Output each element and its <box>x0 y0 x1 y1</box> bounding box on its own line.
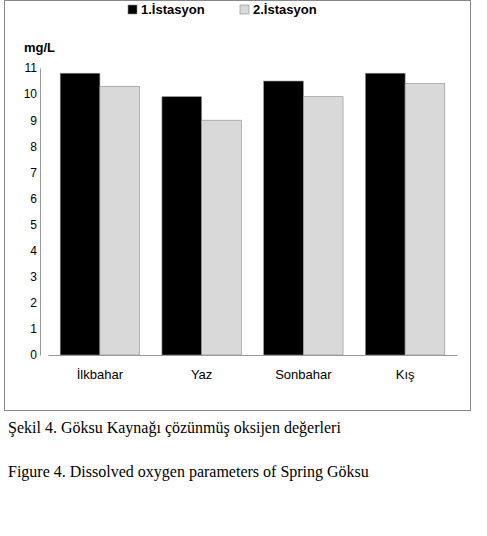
x-tick-label: Sonbahar <box>275 367 332 382</box>
y-tick: 1 <box>30 322 40 336</box>
y-tick-label: 7 <box>30 166 37 180</box>
y-tick: 10 <box>24 87 40 101</box>
bar <box>303 97 343 355</box>
y-tick-label: 4 <box>30 244 37 258</box>
legend: 1.İstasyon 2.İstasyon <box>128 2 317 17</box>
y-tick-label: 6 <box>30 192 37 206</box>
bar <box>405 84 445 355</box>
y-tick: 11 <box>25 61 40 75</box>
legend-label: 2.İstasyon <box>253 2 317 17</box>
y-axis-title: mg/L <box>24 40 55 55</box>
bar <box>365 73 405 355</box>
caption: Şekil 4. Göksu Kaynağı çözünmüş oksijen … <box>8 418 388 437</box>
y-tick: 6 <box>30 192 40 206</box>
bar <box>202 120 242 355</box>
legend-item: 2.İstasyon <box>240 2 317 17</box>
x-axis: İlkbahar Yaz Sonbahar Kış <box>49 355 458 382</box>
legend-item: 1.İstasyon <box>128 2 205 17</box>
x-tick: Yaz <box>191 355 212 382</box>
x-tick-label: İlkbahar <box>77 367 124 382</box>
bar <box>264 81 304 355</box>
bar <box>100 86 140 355</box>
x-tick-label: Kış <box>396 367 415 382</box>
y-tick-label: 3 <box>30 270 37 284</box>
legend-swatch <box>240 5 249 14</box>
y-tick: 5 <box>30 218 40 232</box>
y-tick: 0 <box>30 348 40 362</box>
x-axis-line <box>49 355 458 356</box>
y-tick: 4 <box>30 244 40 258</box>
y-tick-label: 5 <box>30 218 37 232</box>
y-tick-label: 8 <box>30 140 37 154</box>
legend-label: 1.İstasyon <box>141 2 205 17</box>
y-tick-label: 2 <box>30 296 37 310</box>
figure-frame <box>5 1 471 411</box>
y-tick-label: 0 <box>30 348 37 362</box>
y-tick: 3 <box>30 270 40 284</box>
y-tick: 2 <box>30 296 40 310</box>
x-tick-label: Yaz <box>191 367 212 382</box>
x-tick: Kış <box>396 355 415 382</box>
caption: Figure 4. Dissolved oxygen parameters of… <box>8 462 388 481</box>
y-tick: 9 <box>30 114 40 128</box>
bar <box>60 73 100 355</box>
y-tick-label: 1 <box>30 322 37 336</box>
legend-swatch <box>128 5 137 14</box>
y-axis-line <box>40 69 41 356</box>
y-tick: 8 <box>30 140 40 154</box>
y-tick-label: 11 <box>25 61 38 75</box>
y-tick: 7 <box>30 166 40 180</box>
x-tick: İlkbahar <box>77 355 124 382</box>
x-tick: Sonbahar <box>275 355 332 382</box>
y-tick-label: 9 <box>30 114 37 128</box>
bars <box>60 73 445 355</box>
bar <box>162 97 202 355</box>
y-axis: 0 1 2 3 4 5 6 7 8 9 10 11 <box>24 61 41 362</box>
y-tick-label: 10 <box>24 87 38 101</box>
